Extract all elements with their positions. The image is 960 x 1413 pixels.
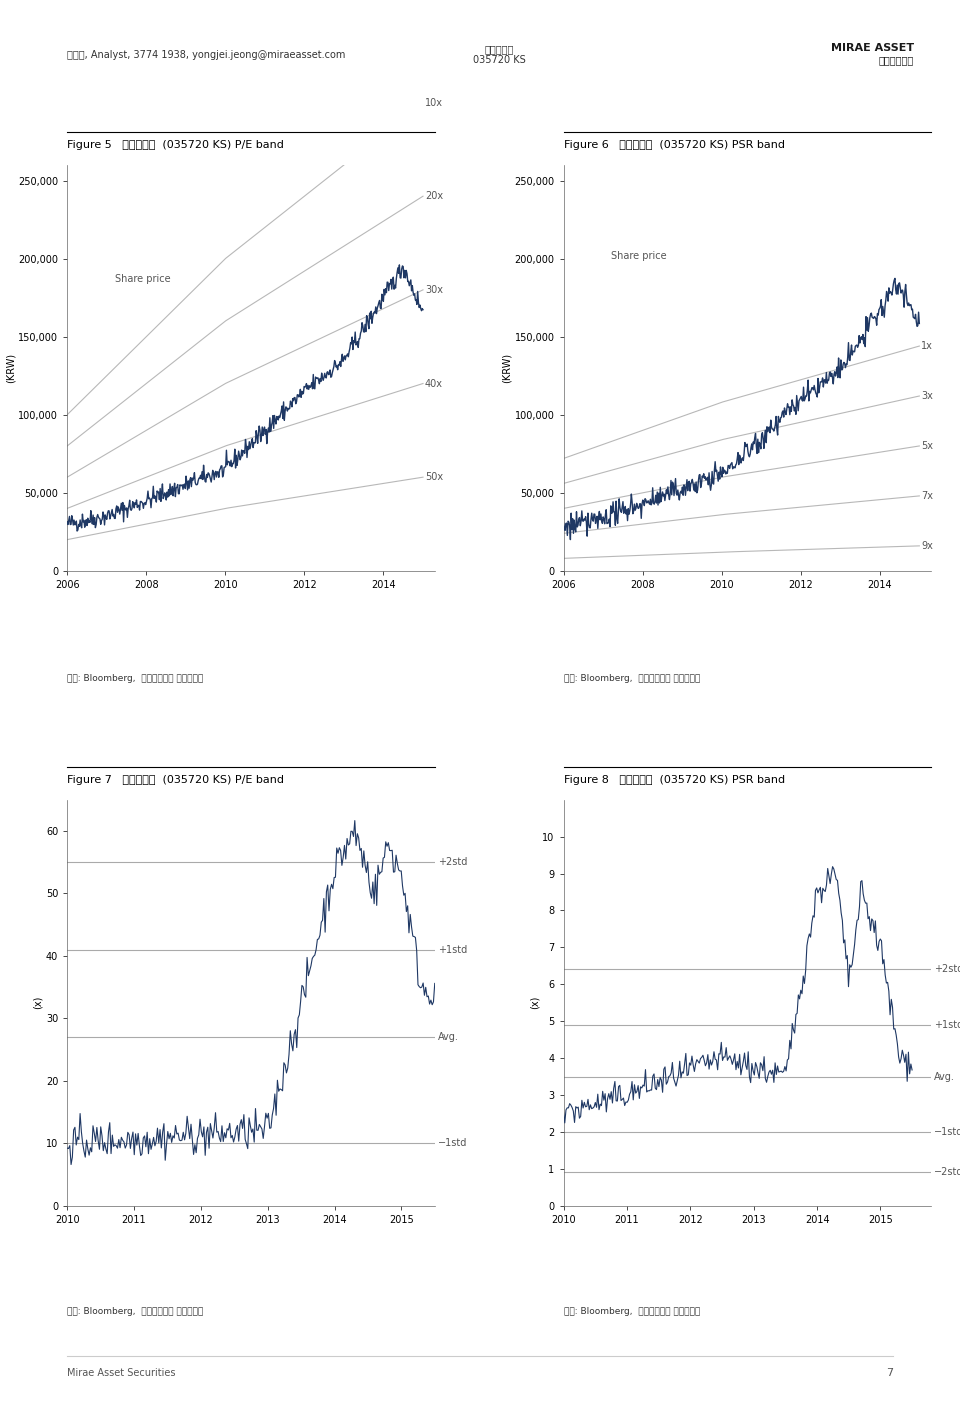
Text: MIRAE ASSET: MIRAE ASSET [830, 44, 914, 54]
Text: +2std: +2std [934, 965, 960, 975]
Text: 10x: 10x [425, 97, 443, 107]
Text: 1x: 1x [922, 341, 933, 350]
Y-axis label: (KRW): (KRW) [502, 353, 512, 383]
Text: +2std: +2std [438, 858, 468, 868]
Text: 7: 7 [886, 1368, 893, 1378]
Text: 정용제, Analyst, 3774 1938, yongjei.jeong@miraeasset.com: 정용제, Analyst, 3774 1938, yongjei.jeong@m… [67, 49, 346, 59]
Text: 20x: 20x [425, 191, 444, 201]
Text: Figure 7   다음카카오  (035720 KS) P/E band: Figure 7 다음카카오 (035720 KS) P/E band [67, 776, 284, 786]
Text: 3x: 3x [922, 391, 933, 401]
Text: −2std: −2std [934, 1167, 960, 1177]
Text: Mirae Asset Securities: Mirae Asset Securities [67, 1368, 176, 1378]
Text: 40x: 40x [425, 379, 443, 389]
Text: Share price: Share price [114, 274, 170, 284]
Text: 자료: Bloomberg,  미래에셋증권 리서치센터: 자료: Bloomberg, 미래에셋증권 리서치센터 [564, 1307, 700, 1316]
Text: −1std: −1std [934, 1126, 960, 1137]
Text: 7x: 7x [922, 490, 933, 502]
Text: Figure 5   다음카카오  (035720 KS) P/E band: Figure 5 다음카카오 (035720 KS) P/E band [67, 140, 284, 150]
Text: −1std: −1std [438, 1139, 468, 1149]
Text: Avg.: Avg. [934, 1071, 955, 1081]
Text: Figure 6   다음카카오  (035720 KS) PSR band: Figure 6 다음카카오 (035720 KS) PSR band [564, 140, 784, 150]
Text: +1std: +1std [934, 1020, 960, 1030]
Y-axis label: (x): (x) [33, 996, 43, 1009]
Text: 자료: Bloomberg,  미래에셋증권 리서치센터: 자료: Bloomberg, 미래에셋증권 리서치센터 [67, 1307, 204, 1316]
Y-axis label: (KRW): (KRW) [5, 353, 15, 383]
Text: 9x: 9x [922, 541, 933, 551]
Text: 미래에셋증권: 미래에셋증권 [878, 55, 914, 65]
Text: Figure 8   다음카카오  (035720 KS) PSR band: Figure 8 다음카카오 (035720 KS) PSR band [564, 776, 784, 786]
Text: Share price: Share price [611, 250, 666, 260]
Text: Avg.: Avg. [438, 1031, 459, 1041]
Text: 50x: 50x [425, 472, 444, 482]
Text: 5x: 5x [922, 441, 933, 451]
Text: 30x: 30x [425, 285, 443, 295]
Text: +1std: +1std [438, 945, 468, 955]
Text: 다음카카오
035720 KS: 다음카카오 035720 KS [473, 44, 525, 65]
Text: 자료: Bloomberg,  미래에셋증권 리서치센터: 자료: Bloomberg, 미래에셋증권 리서치센터 [67, 674, 204, 684]
Text: 자료: Bloomberg,  미래에셋증권 리서치센터: 자료: Bloomberg, 미래에셋증권 리서치센터 [564, 674, 700, 684]
Y-axis label: (x): (x) [530, 996, 540, 1009]
